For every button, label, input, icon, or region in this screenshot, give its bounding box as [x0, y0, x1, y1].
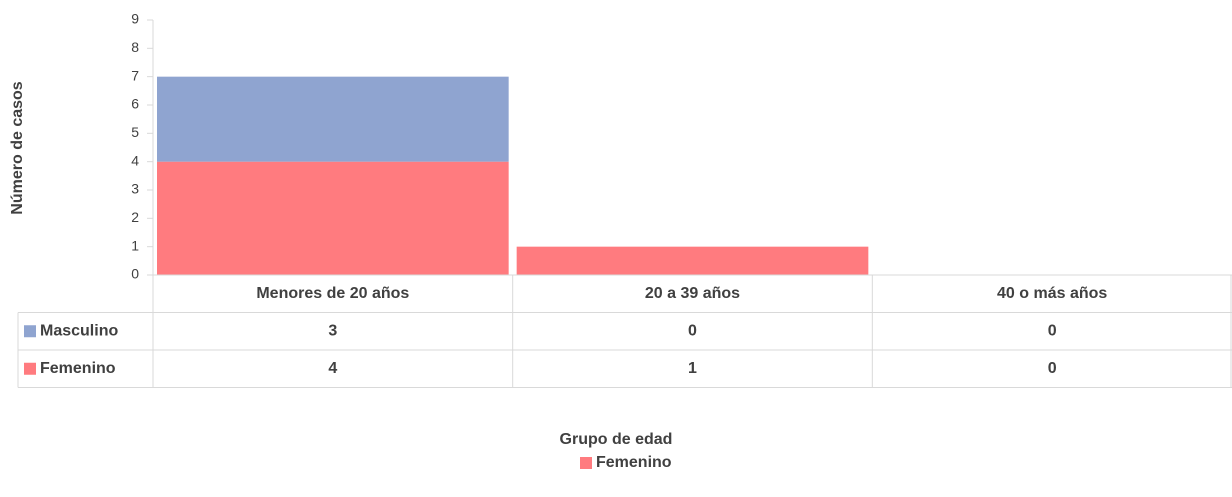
- y-tick-label: 3: [131, 181, 139, 197]
- table-row-label: Masculino: [40, 322, 118, 339]
- bar-segment: [157, 161, 509, 275]
- bar-segment: [157, 76, 509, 162]
- x-axis-title: Grupo de edad: [560, 431, 673, 448]
- y-tick-label: 9: [131, 11, 139, 27]
- y-tick-label: 8: [131, 39, 139, 55]
- table-value: 0: [1048, 322, 1057, 339]
- x-tick-label: Menores de 20 años: [256, 285, 409, 302]
- y-axis-title: Número de casos: [9, 81, 26, 214]
- y-tick-label: 4: [131, 152, 139, 168]
- y-tick-label: 5: [131, 124, 139, 140]
- legend-label: Femenino: [596, 454, 672, 471]
- table-legend-key: [24, 325, 36, 338]
- table-value: 0: [1048, 360, 1057, 377]
- table-value: 4: [328, 360, 337, 377]
- table-legend-key: [24, 362, 36, 375]
- table-value: 3: [328, 322, 337, 339]
- y-tick-label: 0: [131, 266, 139, 282]
- x-tick-label: 20 a 39 años: [645, 285, 740, 302]
- y-tick-label: 6: [131, 96, 139, 112]
- table-row-label: Femenino: [40, 360, 116, 377]
- table-value: 0: [688, 322, 697, 339]
- y-tick-label: 2: [131, 209, 139, 225]
- table-value: 1: [688, 360, 697, 377]
- legend-key: [580, 457, 592, 469]
- bar-segment: [516, 246, 869, 275]
- x-tick-label: 40 o más años: [997, 285, 1107, 302]
- y-tick-label: 7: [131, 67, 139, 83]
- y-tick-label: 1: [131, 237, 139, 253]
